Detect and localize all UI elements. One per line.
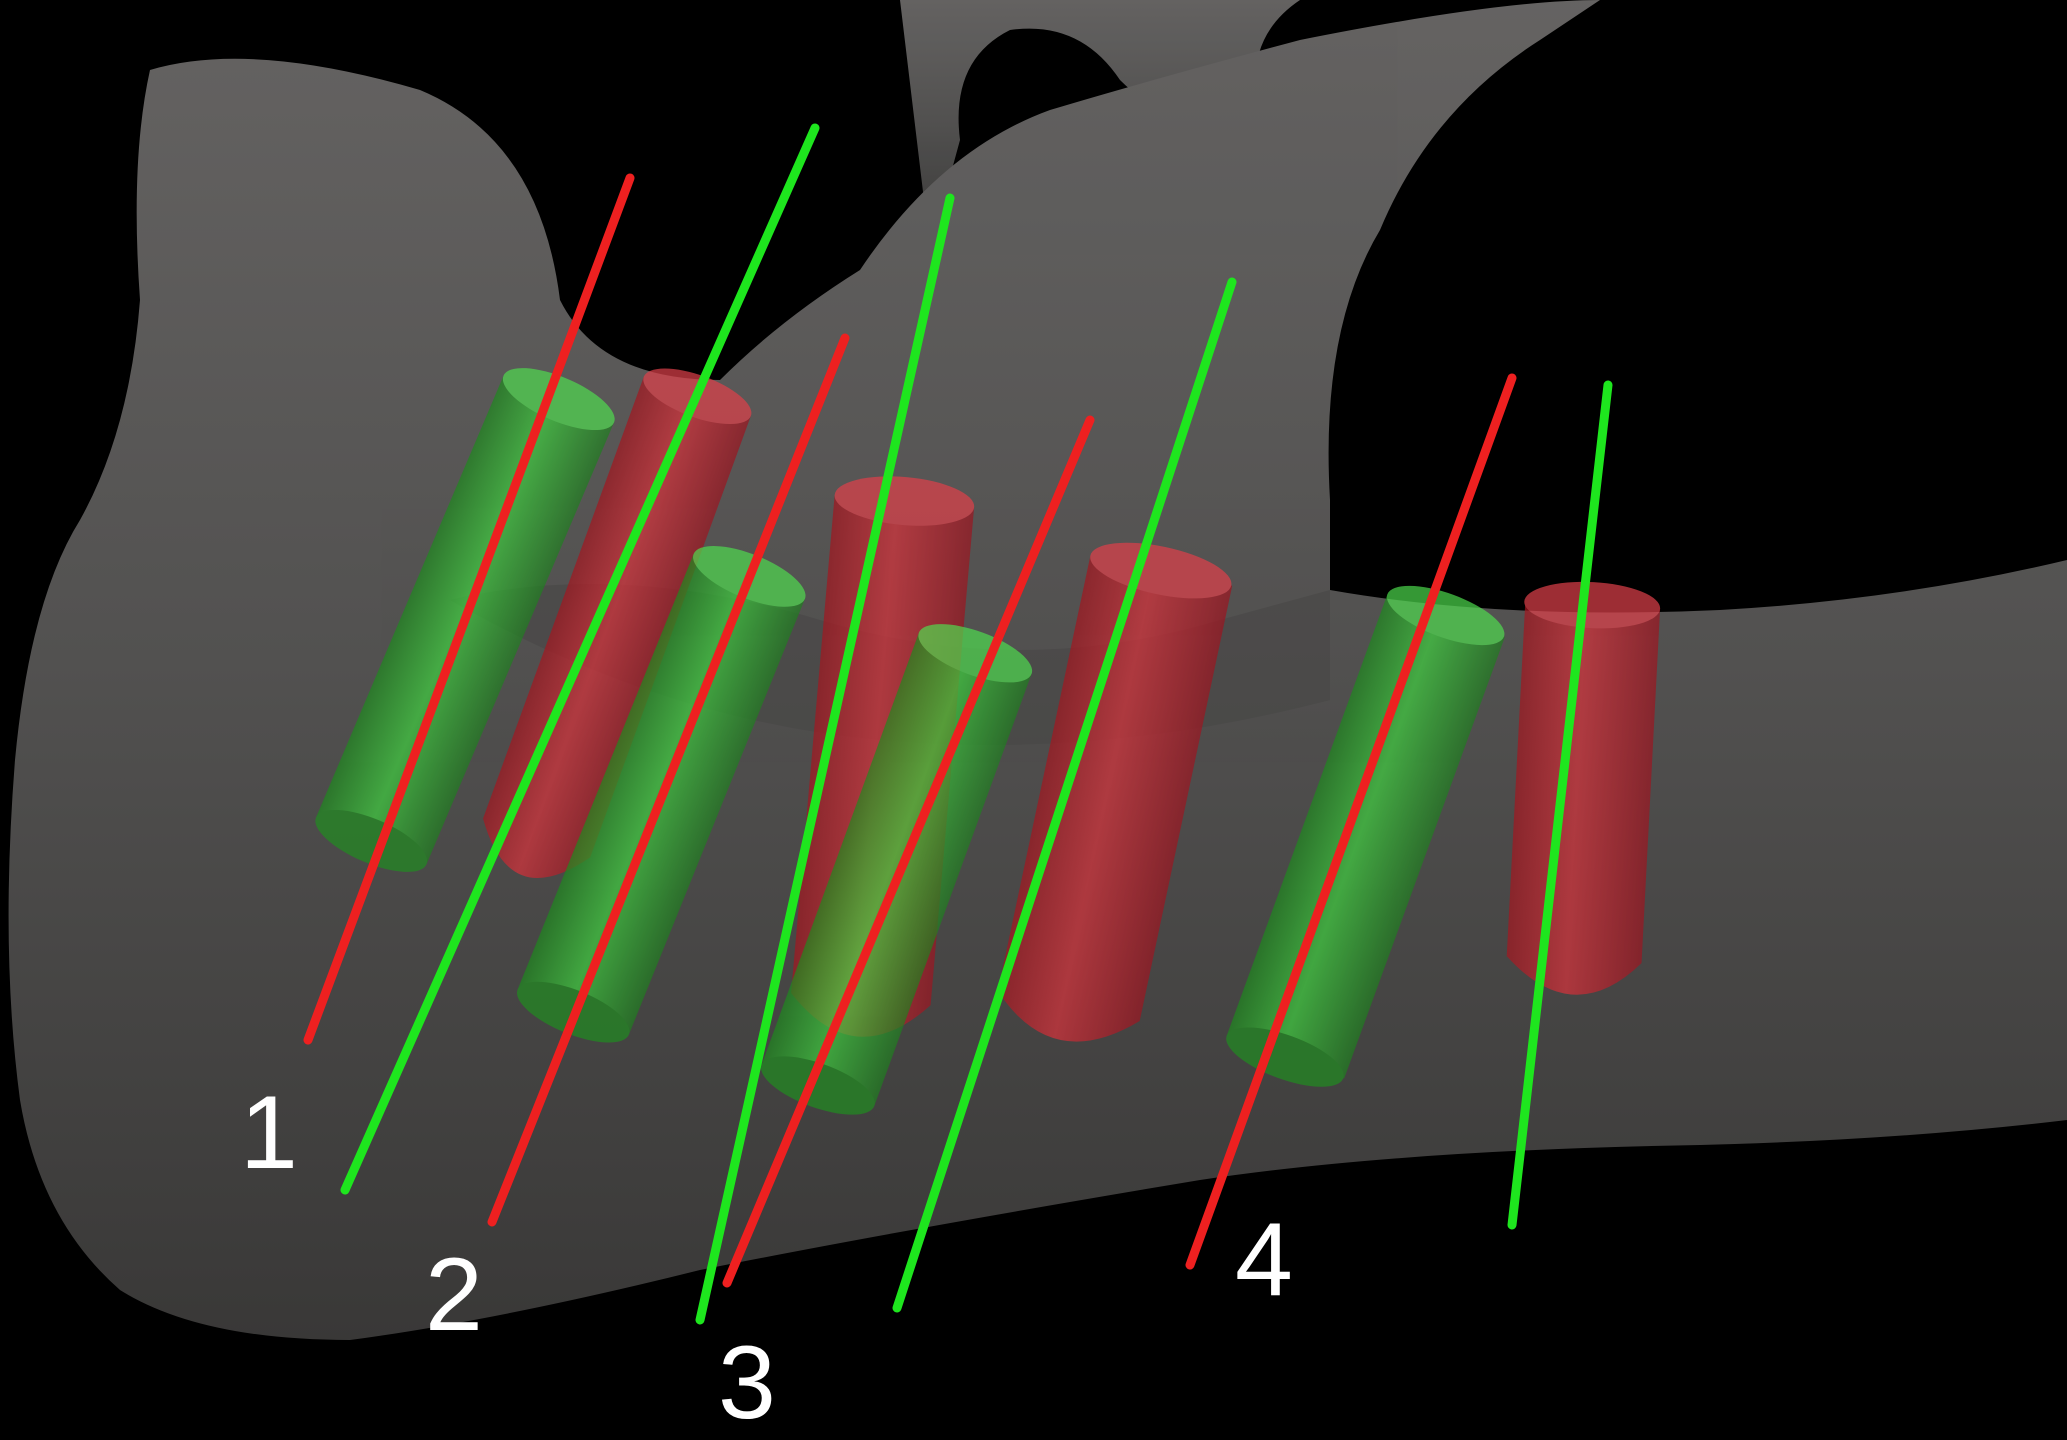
planned-implant-4 [1226, 585, 1505, 1087]
site-label-2: 2 [425, 1237, 483, 1353]
site-label-4: 4 [1235, 1202, 1293, 1318]
planned-axis-2 [695, 193, 955, 1325]
implant-group-3 [722, 277, 1237, 1313]
placed-axis-4 [1185, 373, 1517, 1270]
site-label-3: 3 [718, 1325, 776, 1440]
implant-group-1 [303, 123, 820, 1195]
placed-axis-1 [303, 173, 635, 1045]
planned-axis-3 [892, 277, 1237, 1313]
site-label-1: 1 [240, 1075, 298, 1191]
implant-group-4 [1185, 373, 1661, 1270]
placed-axis-2 [487, 333, 850, 1227]
planned-axis-1 [340, 123, 820, 1195]
placed-implant-3 [997, 542, 1233, 1042]
planned-axis-4 [1507, 380, 1613, 1230]
placed-axis-3 [722, 415, 1095, 1288]
